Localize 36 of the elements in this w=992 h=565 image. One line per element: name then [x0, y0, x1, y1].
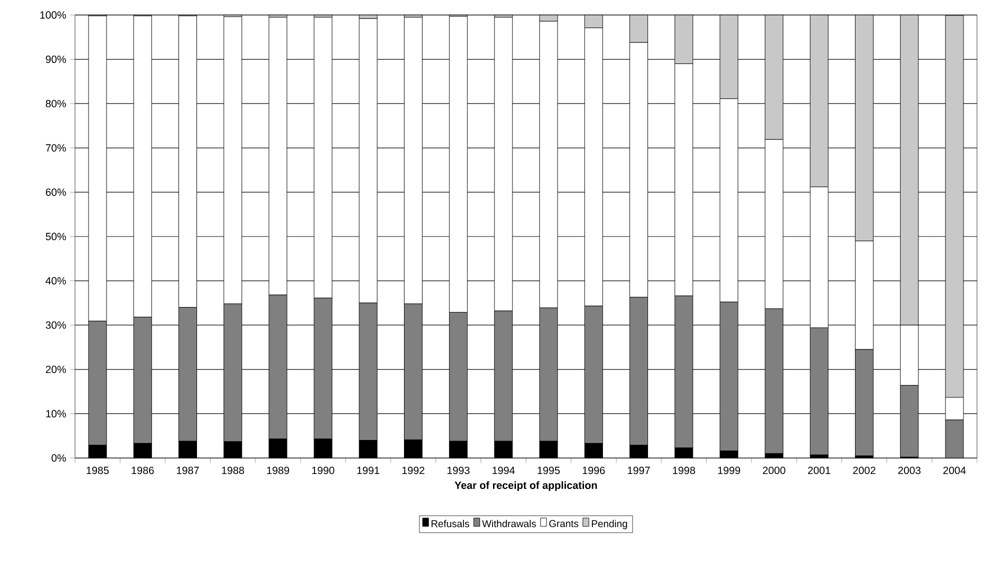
x-tick-label: 2001 [808, 466, 830, 474]
legend-label: Withdrawals [482, 520, 536, 528]
y-tick-label: 80% [46, 100, 66, 108]
y-tick-label: 10% [46, 410, 66, 418]
legend-label: Refusals [432, 520, 470, 528]
y-tick-label: 60% [46, 188, 66, 196]
x-tick-label: 1985 [86, 466, 109, 474]
x-tick-label: 1989 [267, 466, 290, 474]
x-tick-label: 2000 [762, 466, 786, 474]
y-tick-label: 70% [46, 144, 66, 152]
x-tick-label: 1998 [673, 466, 696, 474]
legend-label: Grants [549, 520, 578, 528]
x-tick-label: 1992 [402, 466, 424, 474]
y-tick-label: 100% [40, 11, 66, 19]
x-tick-label: 1990 [312, 466, 334, 474]
x-tick-label: 1996 [582, 466, 605, 474]
x-tick-label: 2003 [898, 466, 921, 474]
x-tick-label: 1994 [492, 466, 515, 474]
x-tick-label: 1997 [628, 466, 650, 474]
x-tick-label: 1995 [538, 466, 560, 474]
y-tick-label: 30% [46, 321, 66, 329]
y-tick-label: 50% [46, 232, 66, 240]
legend-label: Pending [592, 520, 628, 530]
y-tick-label: 90% [46, 56, 66, 64]
x-tick-label: 1991 [357, 466, 380, 474]
y-tick-label: 20% [46, 366, 66, 374]
x-tick-label: 2002 [853, 466, 876, 474]
x-tick-label: 1986 [132, 466, 154, 474]
x-tick-label: 1988 [222, 466, 244, 474]
y-tick-label: 0% [52, 454, 66, 462]
x-tick-label: 1999 [718, 466, 740, 474]
x-axis-title: Year of receipt of application [454, 481, 597, 492]
x-tick-label: 2004 [943, 466, 966, 474]
y-tick-label: 40% [46, 277, 66, 285]
x-tick-label: 1993 [448, 466, 470, 474]
x-tick-label: 1987 [176, 466, 199, 474]
